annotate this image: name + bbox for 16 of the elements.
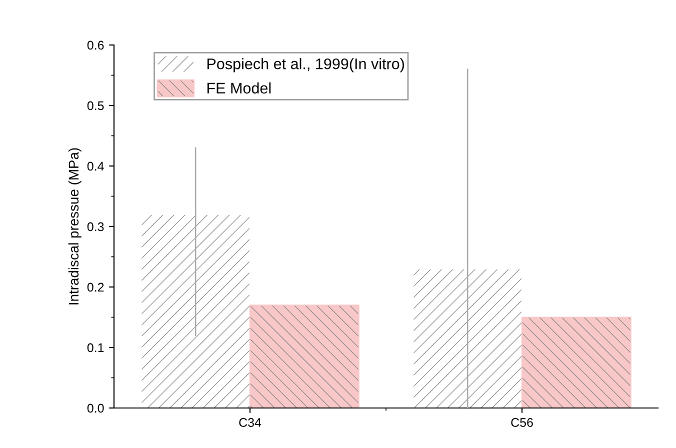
legend-label: FE Model bbox=[207, 82, 271, 94]
bar bbox=[412, 268, 523, 408]
y-tick-label: 0.1 bbox=[87, 343, 104, 352]
bar bbox=[521, 316, 632, 408]
bar bbox=[140, 214, 251, 408]
y-tick-label: 0.0 bbox=[87, 404, 104, 413]
y-tick-label: 0.3 bbox=[87, 222, 104, 232]
bar bbox=[249, 304, 360, 408]
x-tick-label: C34 bbox=[239, 418, 262, 427]
y-tick-label: 0.6 bbox=[87, 40, 104, 50]
y-axis-title: Intradiscal pressue (MPa) bbox=[68, 148, 82, 304]
y-tick-label: 0.2 bbox=[87, 282, 104, 292]
y-tick-label: 0.5 bbox=[87, 101, 104, 110]
legend-label: Pospiech et al., 1999(In vitro) bbox=[207, 58, 404, 72]
x-tick-label: C56 bbox=[511, 418, 533, 427]
y-tick-label: 0.4 bbox=[87, 162, 104, 171]
